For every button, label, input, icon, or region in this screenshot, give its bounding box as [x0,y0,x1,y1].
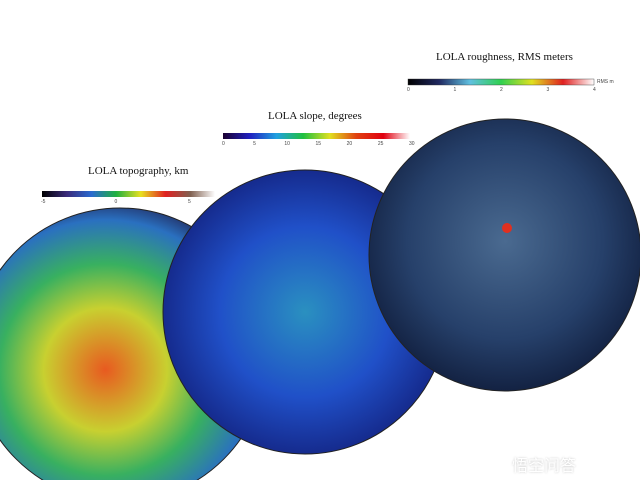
colorbar-tick: 1 [453,87,457,93]
slope-title: LOLA slope, degrees [268,110,362,122]
colorbar-tick: 4 [593,87,596,93]
roughness-globe [368,118,640,392]
slope-colorbar [223,133,410,139]
colorbar-tick: 15 [315,141,322,147]
roughness-title: LOLA roughness, RMS meters [436,51,573,63]
watermark: 悟空问答 [512,456,577,475]
colorbar-tick: 20 [346,141,353,147]
colorbar-tick: 10 [284,141,290,147]
colorbar-tick: 25 [377,141,384,147]
colorbar-tick: 30 [409,141,415,147]
colorbar-tick: -5 [41,199,46,205]
roughness-hotspot [502,223,512,233]
roughness-unit: RMS m [597,79,614,85]
colorbar-tick: 0 [114,199,118,205]
colorbar-tick: 5 [253,141,256,147]
topography-colorbar [42,191,215,197]
colorbar-tick: 2 [500,87,503,93]
topography-title: LOLA topography, km [88,165,189,177]
colorbar-tick: 0 [222,141,225,147]
colorbar-tick: 0 [407,87,410,93]
colorbar-tick: 5 [188,199,191,205]
roughness-colorbar [407,78,595,86]
colorbar-tick: 3 [546,87,550,93]
